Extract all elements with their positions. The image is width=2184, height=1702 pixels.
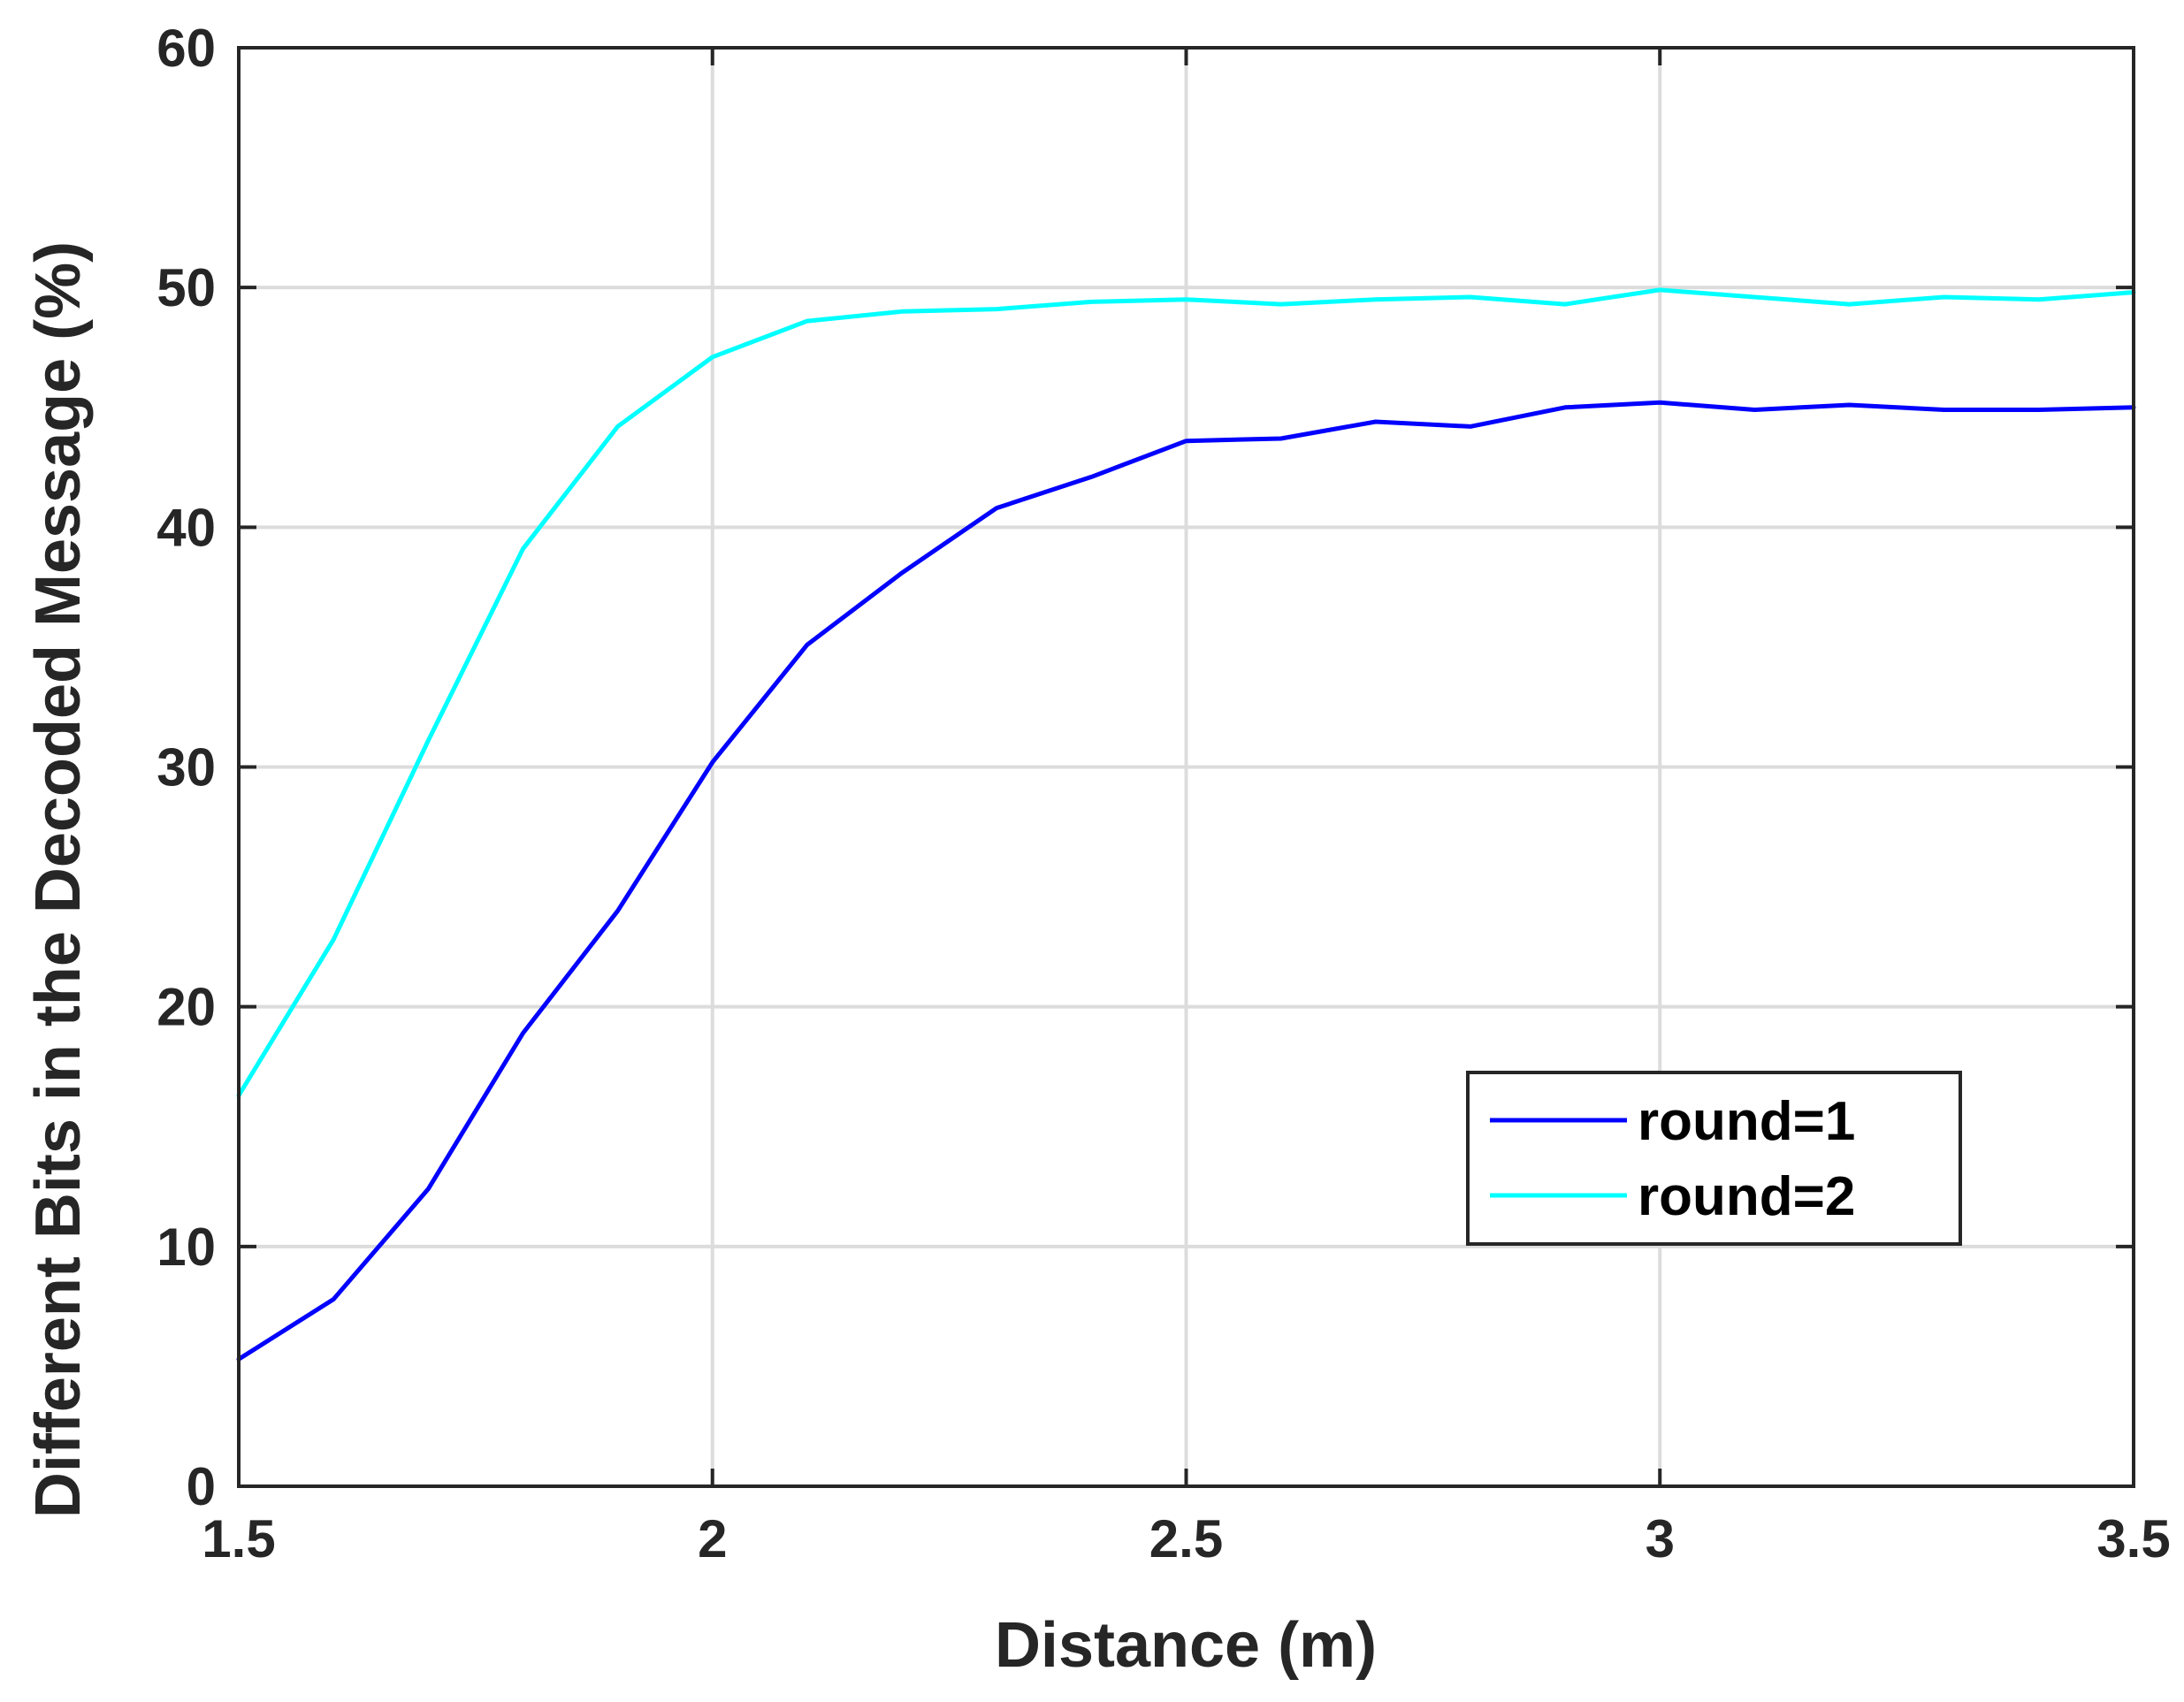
x-tick-label: 2 [698,1509,727,1568]
x-axis-label: Distance (m) [995,1610,1377,1681]
y-tick-label: 10 [157,1217,216,1277]
legend-box [1466,1071,1962,1246]
y-tick-label: 30 [157,738,216,798]
y-axis-label: Different Bits in the Decoded Message (%… [23,241,94,1518]
x-tick-label: 2.5 [1149,1509,1223,1568]
series-line-round-2 [236,287,2136,1098]
y-tick-label: 20 [157,978,216,1037]
x-tick-label: 3.5 [2096,1509,2170,1568]
y-tick-labels: 0 10 20 30 40 50 60 [157,19,216,1516]
grid-lines [239,48,2134,1486]
legend: round=1 round=2 [1466,1071,1962,1246]
x-tick-label: 1.5 [202,1509,275,1568]
x-tick-labels: 1.5 2 2.5 3 3.5 [202,1509,2170,1568]
y-tick-label: 60 [157,19,216,78]
y-tick-label: 0 [187,1457,216,1516]
x-tick-label: 3 [1646,1509,1675,1568]
series-line-round-1 [236,400,2136,1362]
legend-label-round-1: round=1 [1638,1091,1855,1152]
y-tick-label: 50 [157,258,216,317]
y-tick-label: 40 [157,498,216,557]
plot-frame [237,46,2135,1488]
legend-label-round-2: round=2 [1638,1166,1855,1227]
data-series [236,287,2136,1362]
